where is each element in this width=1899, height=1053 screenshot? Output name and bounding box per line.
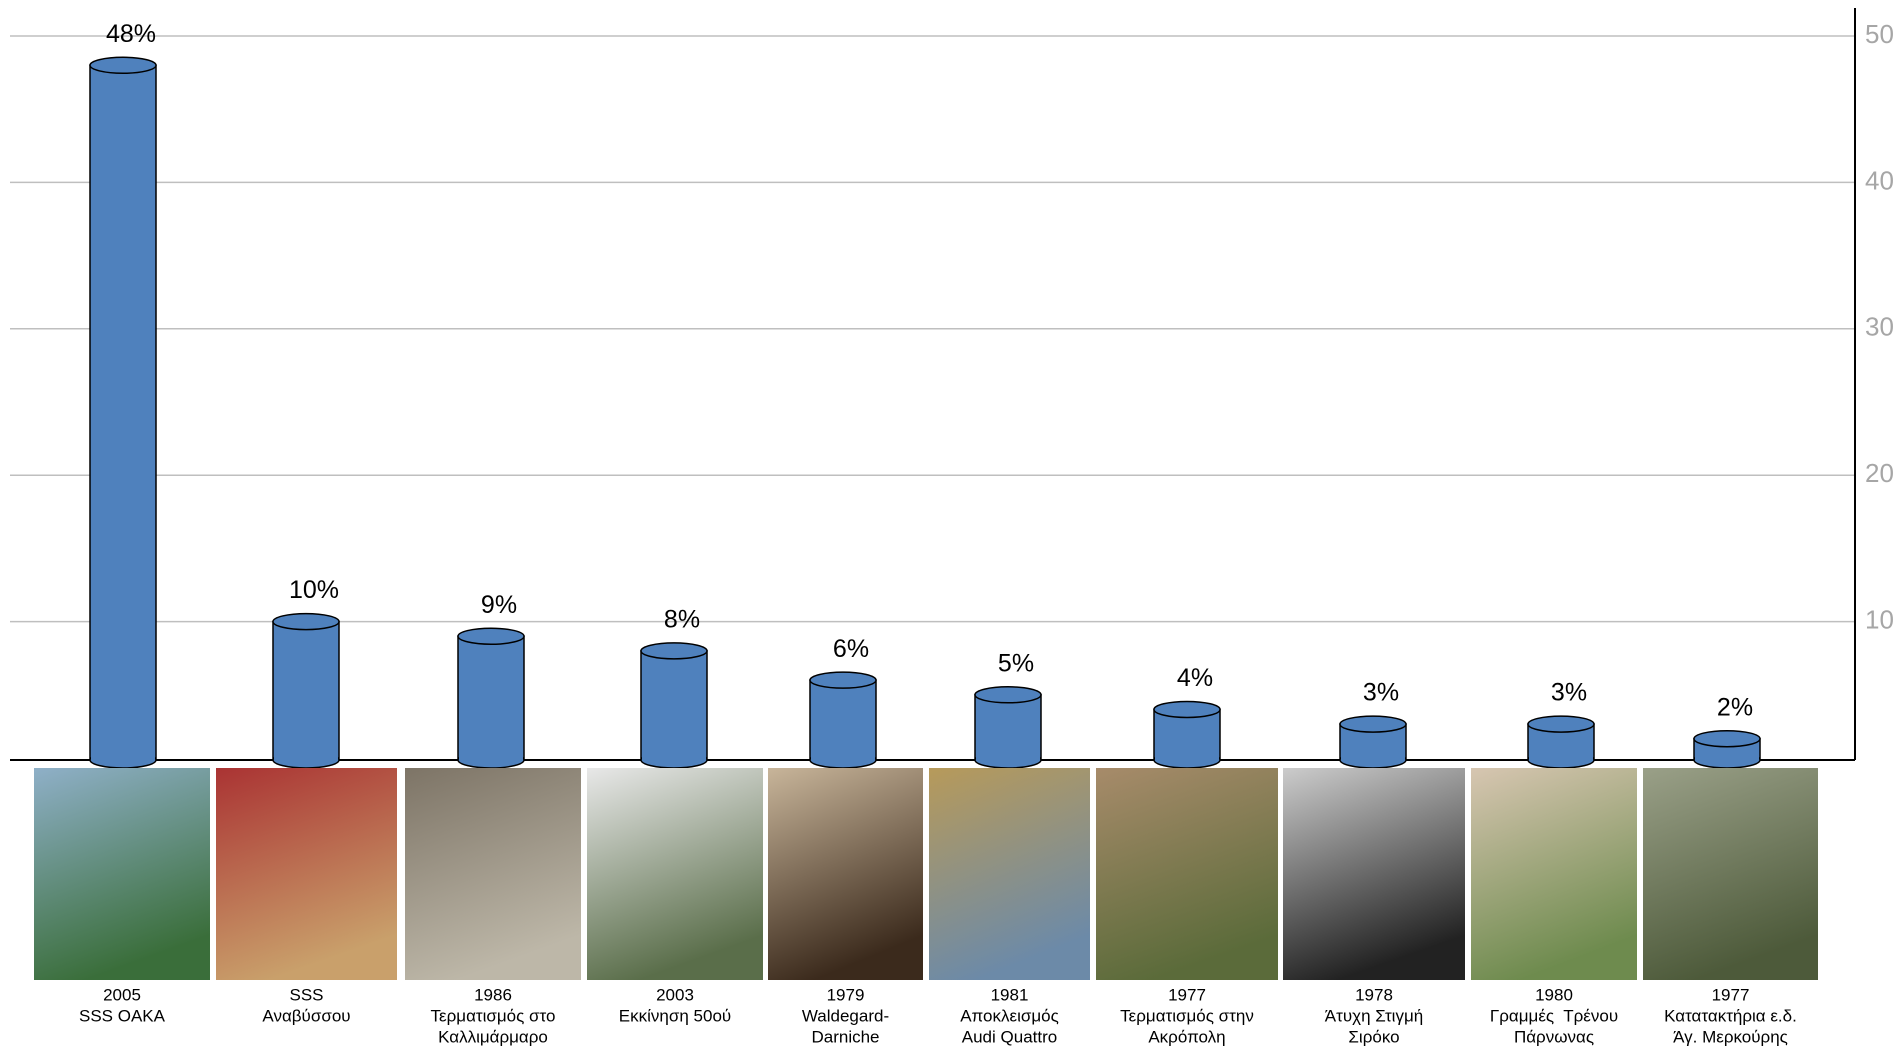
x-tick-label: 1980 <box>1535 985 1573 1004</box>
bar <box>974 686 1042 769</box>
bar-cover <box>642 650 706 760</box>
photo <box>929 768 1090 980</box>
y-tick-label: 30 <box>1865 312 1894 342</box>
bar-top <box>1527 715 1595 733</box>
value-label: 48% <box>106 20 156 48</box>
value-label: 10% <box>289 576 339 604</box>
bar-cover <box>811 680 875 760</box>
bar <box>1527 715 1595 769</box>
bar-cover <box>91 65 155 760</box>
x-tick-label: Γραμμές Τρένου <box>1490 1006 1618 1025</box>
bar-cover <box>976 694 1040 760</box>
x-tick-label: Εκκίνηση 50ού <box>619 1006 731 1025</box>
photo <box>216 768 397 980</box>
bar <box>272 612 340 769</box>
x-tick-label: Waldegard- <box>802 1006 889 1025</box>
x-tick-label: 2005 <box>103 985 141 1004</box>
x-tick-label: 1978 <box>1355 985 1393 1004</box>
x-tick-label: Καλλιμάρμαρο <box>438 1027 548 1046</box>
x-tick-label: Αναβύσσου <box>262 1006 350 1025</box>
bar-top <box>89 56 157 75</box>
bar <box>457 627 525 769</box>
x-tick-label: 1986 <box>474 985 512 1004</box>
value-label: 4% <box>1177 664 1213 692</box>
bar-top <box>809 671 877 689</box>
bar <box>89 56 157 769</box>
x-tick-label: Τερματισμός στο <box>431 1006 556 1025</box>
x-tick-label: Σιρόκο <box>1348 1027 1399 1046</box>
x-tick-label: SSS OAKA <box>79 1006 166 1025</box>
x-tick-label: Αποκλεισμός <box>960 1006 1059 1025</box>
photo <box>587 768 763 980</box>
y-tick-label: 40 <box>1865 165 1894 195</box>
bar-cover <box>274 621 338 760</box>
value-label: 3% <box>1551 679 1587 707</box>
value-label: 3% <box>1363 679 1399 707</box>
bar <box>1153 700 1221 769</box>
photo <box>768 768 923 980</box>
x-tick-label: 1979 <box>827 985 865 1004</box>
x-tick-label: Audi Quattro <box>962 1027 1057 1046</box>
bar <box>1339 715 1407 769</box>
value-label: 9% <box>481 591 517 619</box>
photo <box>34 768 210 980</box>
x-tick-label: 1977 <box>1168 985 1206 1004</box>
x-tick-label: 1981 <box>991 985 1029 1004</box>
photo <box>1643 768 1818 980</box>
y-tick-label: 50 <box>1865 19 1894 49</box>
bar-top <box>640 642 708 660</box>
y-tick-label: 10 <box>1865 604 1894 634</box>
bar-top <box>1693 729 1761 748</box>
bar-top <box>272 612 340 631</box>
photo <box>1471 768 1637 980</box>
x-tick-label: Άγ. Μερκούρης <box>1673 1027 1788 1046</box>
x-tick-label: SSS <box>289 985 323 1004</box>
bar <box>1693 729 1761 769</box>
bar <box>640 642 708 769</box>
bar-top <box>1339 715 1407 733</box>
value-label: 2% <box>1717 693 1753 721</box>
x-tick-label: Darniche <box>811 1027 879 1046</box>
bar <box>809 671 877 769</box>
x-tick-label: Ακρόπολη <box>1148 1027 1225 1046</box>
value-label: 5% <box>998 649 1034 677</box>
x-tick-label: 2003 <box>656 985 694 1004</box>
x-tick-label: Τερματισμός στην <box>1120 1006 1254 1025</box>
bar-top <box>457 627 525 645</box>
x-tick-label: 1977 <box>1712 985 1750 1004</box>
bar-cover <box>459 636 523 760</box>
value-label: 6% <box>833 635 869 663</box>
x-tick-label: Άτυχη Στιγμή <box>1325 1006 1423 1025</box>
value-label: 8% <box>664 605 700 633</box>
bar-top <box>1153 700 1221 719</box>
y-tick-label: 20 <box>1865 458 1894 488</box>
photo <box>1096 768 1278 980</box>
bar-top <box>974 686 1042 704</box>
x-tick-label: Πάρνωνας <box>1514 1027 1594 1046</box>
photo <box>405 768 581 980</box>
x-tick-label: Κατατακτήρια ε.δ. <box>1664 1006 1797 1025</box>
photo <box>1283 768 1465 980</box>
